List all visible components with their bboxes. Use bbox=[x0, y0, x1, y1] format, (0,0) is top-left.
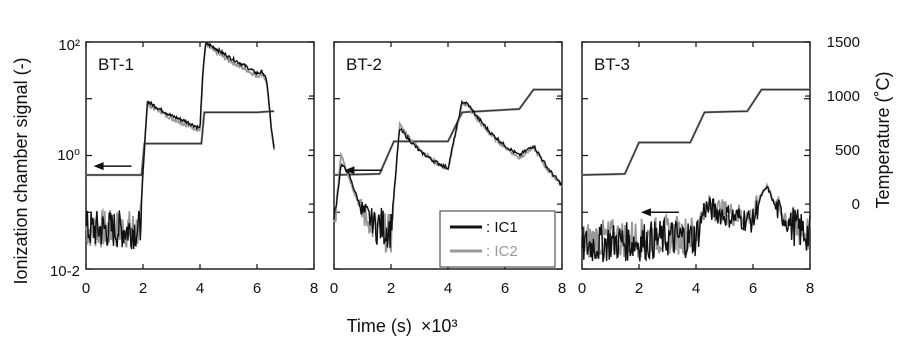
left-y-tick-mid: 10⁰ bbox=[57, 147, 80, 164]
series-ic1 bbox=[333, 99, 563, 249]
panels: 0 2 4 6 8 BT-1 0 2 4 6 8 BT-2 0 2 4 6 8 BT-3 bbox=[82, 40, 814, 297]
x-tick-label: 4 bbox=[196, 280, 204, 297]
x-tick-label: 0 bbox=[82, 280, 90, 297]
right-y-tick-label: 500 bbox=[835, 142, 860, 159]
series-ic1 bbox=[581, 186, 811, 263]
x-tick-label: 8 bbox=[558, 280, 566, 297]
temperature-curve-core bbox=[333, 89, 562, 176]
x-tick-label: 0 bbox=[578, 280, 586, 297]
x-tick-label: 8 bbox=[310, 280, 318, 297]
left-y-axis-title: Ionization chamber signal (-) bbox=[11, 57, 31, 284]
left-axis-arrow-head bbox=[93, 162, 104, 171]
panel-label: BT-2 bbox=[346, 55, 382, 74]
x-axis-multiplier: ×10³ bbox=[421, 316, 458, 336]
x-tick-label: 2 bbox=[139, 280, 147, 297]
left-y-tick-top: 10² bbox=[58, 37, 80, 54]
legend: : IC1 : IC2 bbox=[439, 210, 556, 268]
x-tick-label: 2 bbox=[635, 280, 643, 297]
left-axis-arrow-head bbox=[640, 208, 651, 217]
right-y-tick-label: 1000 bbox=[827, 88, 860, 105]
panel-bt-1: 0 2 4 6 8 BT-1 bbox=[82, 40, 318, 297]
x-tick-label: 6 bbox=[253, 280, 261, 297]
x-tick-label: 8 bbox=[806, 280, 814, 297]
legend-label-ic1: : IC1 bbox=[486, 219, 518, 236]
legend-box bbox=[439, 210, 556, 268]
legend-label-ic2: : IC2 bbox=[486, 243, 518, 260]
x-tick-label: 6 bbox=[501, 280, 509, 297]
temperature-curve-core bbox=[581, 89, 810, 176]
x-axis-title: Time (s) ×10³ bbox=[347, 316, 458, 336]
right-y-axis: 0 500 1000 1500 bbox=[827, 34, 860, 213]
x-tick-label: 4 bbox=[692, 280, 700, 297]
x-tick-label: 2 bbox=[387, 280, 395, 297]
panel-label: BT-1 bbox=[98, 55, 134, 74]
temperature-curve bbox=[581, 88, 810, 177]
x-axis-title-text: Time (s) bbox=[347, 316, 412, 336]
temperature-curve bbox=[333, 88, 562, 177]
left-y-axis: 10² 10⁰ 10-2 bbox=[50, 37, 80, 280]
left-y-tick-bottom: 10-2 bbox=[50, 263, 80, 280]
panel-bt-2: 0 2 4 6 8 BT-2 bbox=[330, 41, 566, 297]
panel-bt-3: 0 2 4 6 8 BT-3 bbox=[578, 41, 814, 297]
x-tick-label: 4 bbox=[444, 280, 452, 297]
panel-label: BT-3 bbox=[594, 55, 630, 74]
left-axis-arrow-head bbox=[344, 166, 355, 175]
temperature-curve-core bbox=[86, 110, 275, 176]
series-ic2 bbox=[85, 40, 275, 248]
x-tick-label: 6 bbox=[749, 280, 757, 297]
right-y-tick-label: 1500 bbox=[827, 34, 860, 51]
right-y-axis-title: Temperature (˚C) bbox=[873, 71, 893, 208]
x-tick-label: 0 bbox=[330, 280, 338, 297]
series-ic1 bbox=[85, 41, 275, 250]
right-y-tick-label: 0 bbox=[852, 196, 860, 213]
